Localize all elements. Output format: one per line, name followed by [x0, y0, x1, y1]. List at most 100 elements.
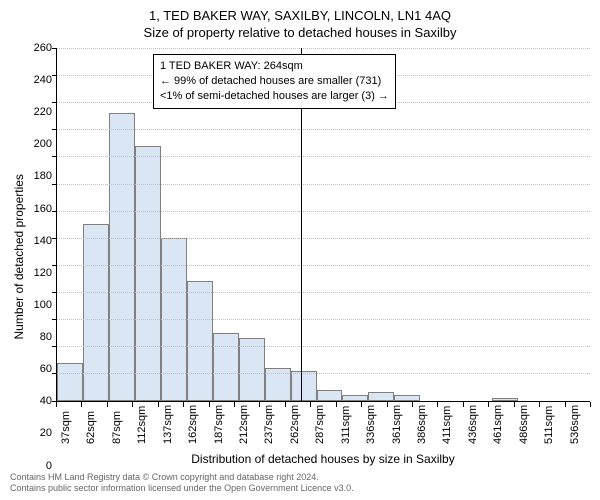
x-tick-label: 486sqm — [518, 404, 530, 443]
y-tick-label: 120 — [34, 267, 52, 279]
histogram-bar — [317, 390, 343, 401]
x-tick-label: 37sqm — [60, 410, 72, 443]
x-tick-mark — [336, 402, 337, 407]
y-tick-mark — [52, 373, 57, 374]
y-tick-mark — [52, 48, 57, 49]
callout-line-1: 1 TED BAKER WAY: 264sqm — [160, 59, 389, 74]
x-tick-label: 336sqm — [365, 404, 377, 443]
x-tick-mark — [259, 402, 260, 407]
title-sub: Size of property relative to detached ho… — [10, 25, 590, 40]
x-tick-label: 361sqm — [391, 404, 403, 443]
y-tick-label: 240 — [34, 74, 52, 86]
x-tick-label: 262sqm — [289, 404, 301, 443]
histogram-bar — [213, 333, 239, 401]
x-tick-label: 162sqm — [187, 404, 199, 443]
y-tick-mark — [52, 319, 57, 320]
y-tick-label: 60 — [40, 363, 52, 375]
x-tick-mark — [387, 402, 388, 407]
y-tick-mark — [52, 238, 57, 239]
histogram-bar — [368, 392, 394, 400]
histogram-bar — [342, 395, 368, 400]
plot-area: 1 TED BAKER WAY: 264sqm ← 99% of detache… — [56, 48, 590, 402]
footer-line-2: Contains public sector information licen… — [10, 483, 590, 494]
x-tick-mark — [590, 402, 591, 407]
grid-line — [57, 184, 590, 185]
y-axis-label: Number of detached properties — [10, 48, 28, 466]
grid-line — [57, 211, 590, 212]
x-axis-label: Distribution of detached houses by size … — [56, 452, 590, 466]
y-tick-mark — [52, 156, 57, 157]
x-axis-ticks: 37sqm 62sqm 87sqm 112sqm 137sqm 162sqm 187sqm 2… — [56, 402, 590, 450]
x-tick-mark — [285, 402, 286, 407]
footer-line-1: Contains HM Land Registry data © Crown c… — [10, 472, 590, 483]
y-tick-label: 40 — [40, 395, 52, 407]
x-tick-mark — [310, 402, 311, 407]
y-tick-label: 80 — [40, 331, 52, 343]
y-tick-mark — [52, 265, 57, 266]
x-tick-label: 311sqm — [340, 405, 352, 443]
x-tick-label: 112sqm — [136, 405, 148, 443]
y-tick-label: 180 — [34, 170, 52, 182]
y-tick-label: 140 — [34, 235, 52, 247]
grid-line — [57, 265, 590, 266]
y-tick-mark — [52, 292, 57, 293]
y-tick-label: 220 — [34, 106, 52, 118]
y-tick-label: 160 — [34, 203, 52, 215]
x-tick-label: 137sqm — [162, 404, 174, 443]
x-tick-mark — [234, 402, 235, 407]
grid-line — [57, 238, 590, 239]
x-tick-label: 237sqm — [263, 404, 275, 443]
x-tick-label: 436sqm — [467, 404, 479, 443]
x-tick-mark — [132, 402, 133, 407]
x-tick-label: 62sqm — [85, 410, 97, 443]
callout-line-2: ← 99% of detached houses are smaller (73… — [160, 74, 389, 89]
y-tick-mark — [52, 75, 57, 76]
x-tick-mark — [412, 402, 413, 407]
y-tick-label: 100 — [34, 299, 52, 311]
histogram-bar — [57, 363, 83, 401]
footer: Contains HM Land Registry data © Crown c… — [10, 472, 590, 495]
grid-line — [57, 346, 590, 347]
histogram-bar — [394, 395, 420, 400]
x-tick-mark — [107, 402, 108, 407]
y-axis-ticks: 020406080100120140160180200220240260 — [28, 48, 56, 466]
y-tick-label: 20 — [40, 427, 52, 439]
x-tick-label: 461sqm — [492, 404, 504, 443]
x-tick-mark — [463, 402, 464, 407]
x-tick-label: 87sqm — [111, 410, 123, 443]
y-tick-mark — [52, 211, 57, 212]
y-tick-mark — [52, 184, 57, 185]
grid-line — [57, 373, 590, 374]
x-tick-mark — [158, 402, 159, 407]
callout-line-3: <1% of semi-detached houses are larger (… — [160, 89, 389, 104]
x-tick-label: 187sqm — [213, 404, 225, 443]
grid-line — [57, 129, 590, 130]
y-tick-mark — [52, 346, 57, 347]
x-tick-mark — [565, 402, 566, 407]
plot-wrap: Number of detached properties 0204060801… — [10, 48, 590, 466]
chart-container: 1, TED BAKER WAY, SAXILBY, LINCOLN, LN1 … — [0, 0, 600, 500]
x-tick-mark — [56, 402, 57, 407]
histogram-bar — [492, 398, 518, 401]
callout-box: 1 TED BAKER WAY: 264sqm ← 99% of detache… — [153, 54, 396, 109]
grid-line — [57, 156, 590, 157]
x-tick-label: 536sqm — [569, 404, 581, 443]
y-tick-label: 200 — [34, 138, 52, 150]
x-tick-mark — [81, 402, 82, 407]
x-tick-mark — [539, 402, 540, 407]
y-tick-mark — [52, 102, 57, 103]
x-tick-label: 411sqm — [441, 405, 453, 443]
grid-line — [57, 292, 590, 293]
title-main: 1, TED BAKER WAY, SAXILBY, LINCOLN, LN1 … — [10, 8, 590, 23]
x-tick-label: 287sqm — [314, 404, 326, 443]
x-tick-mark — [488, 402, 489, 407]
grid-line — [57, 48, 590, 49]
histogram-bar — [239, 338, 265, 400]
y-tick-label: 0 — [46, 460, 52, 472]
x-tick-label: 386sqm — [416, 404, 428, 443]
x-tick-mark — [514, 402, 515, 407]
x-tick-label: 212sqm — [238, 404, 250, 443]
plot-column: 1 TED BAKER WAY: 264sqm ← 99% of detache… — [56, 48, 590, 466]
y-tick-mark — [52, 129, 57, 130]
y-tick-label: 260 — [34, 42, 52, 54]
